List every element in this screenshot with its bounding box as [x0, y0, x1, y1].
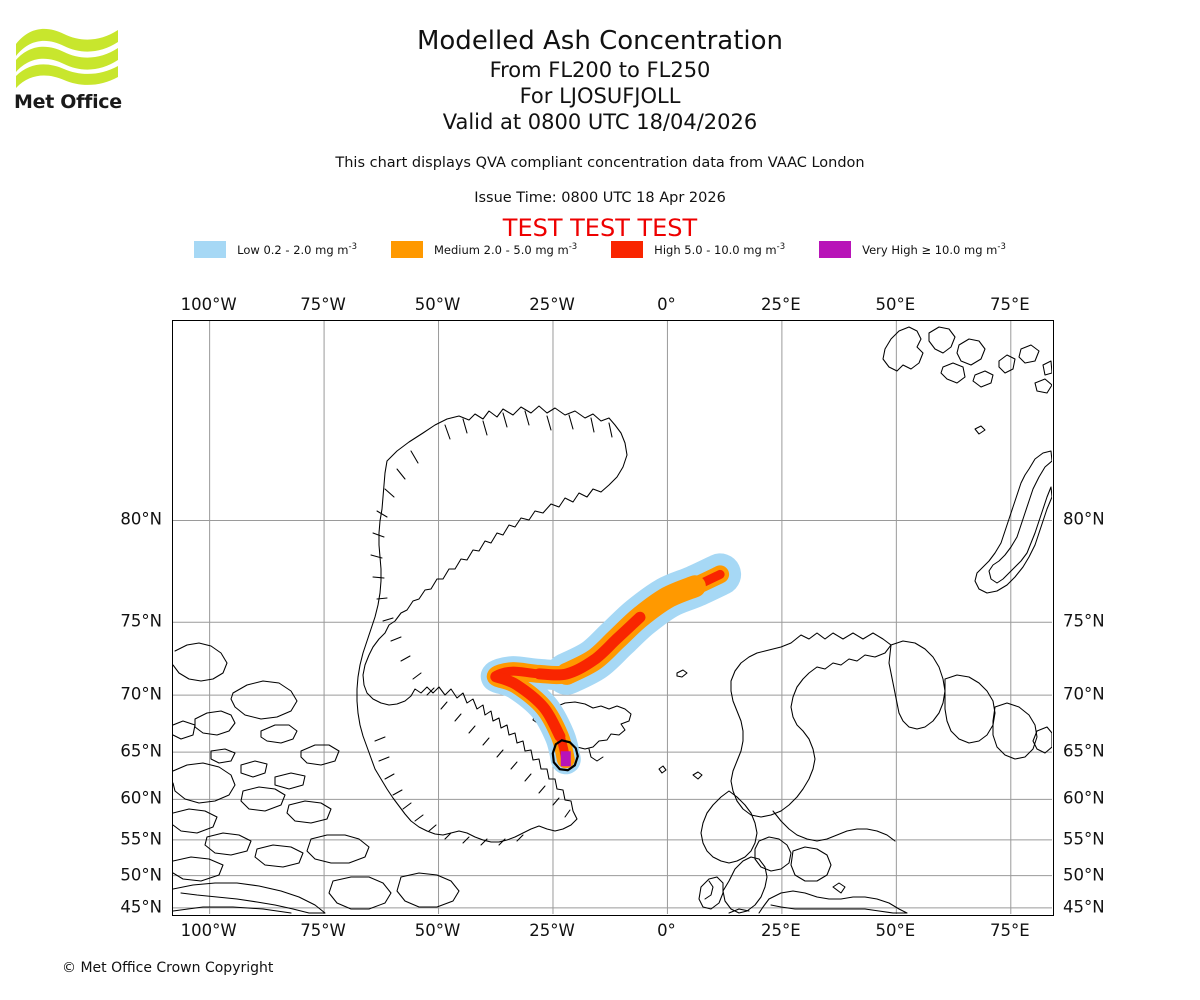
lon-tick-top-5: 25°E	[761, 295, 801, 314]
valid-time-subtitle: Valid at 0800 UTC 18/04/2026	[442, 110, 758, 134]
legend-medium-exponent: -3	[568, 242, 578, 253]
lon-tick-bottom-0: 100°W	[180, 921, 237, 940]
met-office-logo-text: Met Office	[14, 91, 122, 113]
met-office-logo: Met Office	[14, 22, 124, 114]
lat-tick-left-6: 50°N	[120, 865, 162, 885]
flight-level-subtitle: From FL200 to FL250	[489, 58, 711, 82]
lat-tick-right-4: 60°N	[1063, 788, 1105, 808]
lon-tick-bottom-2: 50°W	[414, 921, 461, 940]
legend-medium-label: Medium 2.0 - 5.0 mg m-3	[433, 242, 578, 257]
lon-tick-bottom-1: 75°W	[300, 921, 346, 940]
lat-tick-right-5: 55°N	[1063, 829, 1105, 849]
copyright-notice: © Met Office Crown Copyright	[62, 960, 274, 976]
lat-tick-right-3: 65°N	[1063, 741, 1105, 761]
legend-low-exponent: -3	[348, 242, 357, 253]
source-outline	[551, 739, 579, 772]
volcano-source-marker	[551, 739, 579, 772]
lat-tick-left-2: 70°N	[120, 684, 162, 704]
lon-tick-top-7: 75°E	[989, 295, 1030, 314]
lon-tick-top-2: 50°W	[414, 295, 461, 314]
ash-concentration-map[interactable]	[172, 320, 1054, 916]
legend-very-high-exponent: -3	[997, 242, 1006, 253]
lon-tick-top-0: 100°W	[180, 295, 237, 314]
volcano-subtitle: For LJOSUFJOLL	[519, 84, 681, 108]
legend-medium: Medium 2.0 - 5.0 mg m-3	[390, 241, 578, 258]
legend-low: Low 0.2 - 2.0 mg m-3	[194, 241, 357, 258]
lat-tick-left-5: 55°N	[120, 829, 162, 849]
graticule-gridlines	[173, 321, 1052, 914]
legend-high-label: High 5.0 - 10.0 mg m-3	[654, 242, 786, 257]
test-banner: TEST TEST TEST	[502, 214, 698, 242]
legend-very-high-swatch	[819, 241, 852, 258]
met-office-wave-icon	[16, 28, 118, 88]
plume-core-high-0	[490, 671, 566, 742]
concentration-legend: Low 0.2 - 2.0 mg m-3 Medium 2.0 - 5.0 mg …	[0, 241, 1200, 258]
legend-high-exponent: -3	[776, 242, 786, 253]
plume-core-high-1	[533, 611, 646, 681]
source-very-high-cell	[560, 751, 571, 767]
lon-tick-bottom-5: 25°E	[761, 921, 801, 940]
lat-tick-right-6: 50°N	[1063, 865, 1105, 885]
lat-tick-left-4: 60°N	[120, 788, 162, 808]
lon-tick-bottom-4: 0°	[657, 921, 676, 940]
legend-high: High 5.0 - 10.0 mg m-3	[611, 241, 785, 258]
issue-time: Issue Time: 0800 UTC 18 Apr 2026	[474, 190, 726, 206]
lon-tick-bottom-7: 75°E	[989, 921, 1030, 940]
lon-tick-bottom-3: 25°W	[529, 921, 575, 940]
lat-tick-left-3: 65°N	[120, 741, 162, 761]
lat-tick-right-2: 70°N	[1063, 684, 1105, 704]
lat-tick-right-0: 80°N	[1063, 509, 1105, 529]
legend-low-swatch	[194, 241, 227, 258]
legend-very-high: Very High ≥ 10.0 mg m-3	[819, 241, 1006, 258]
lat-tick-left-1: 75°N	[120, 611, 162, 631]
legend-very-high-label: Very High ≥ 10.0 mg m-3	[862, 242, 1006, 257]
page-title: Modelled Ash Concentration	[416, 26, 784, 56]
lat-tick-right-7: 45°N	[1063, 897, 1105, 917]
lon-tick-top-4: 0°	[657, 295, 676, 314]
qva-note: This chart displays QVA compliant concen…	[335, 155, 865, 171]
lat-tick-left-0: 80°N	[120, 509, 162, 529]
lon-tick-top-6: 50°E	[875, 295, 916, 314]
lat-tick-right-1: 75°N	[1063, 611, 1105, 631]
chart-title-block: Modelled Ash Concentration From FL200 to…	[0, 26, 1200, 135]
lat-tick-left-7: 45°N	[120, 897, 162, 917]
lon-tick-top-1: 75°W	[300, 295, 346, 314]
legend-low-label: Low 0.2 - 2.0 mg m-3	[237, 242, 357, 257]
coastlines	[173, 326, 1052, 914]
legend-high-swatch	[611, 241, 644, 258]
lon-tick-top-3: 25°W	[529, 295, 575, 314]
lon-tick-bottom-6: 50°E	[875, 921, 916, 940]
ash-plume	[480, 553, 742, 775]
legend-medium-swatch	[390, 241, 423, 258]
map-canvas	[173, 321, 1052, 914]
map-frame	[172, 320, 1054, 916]
